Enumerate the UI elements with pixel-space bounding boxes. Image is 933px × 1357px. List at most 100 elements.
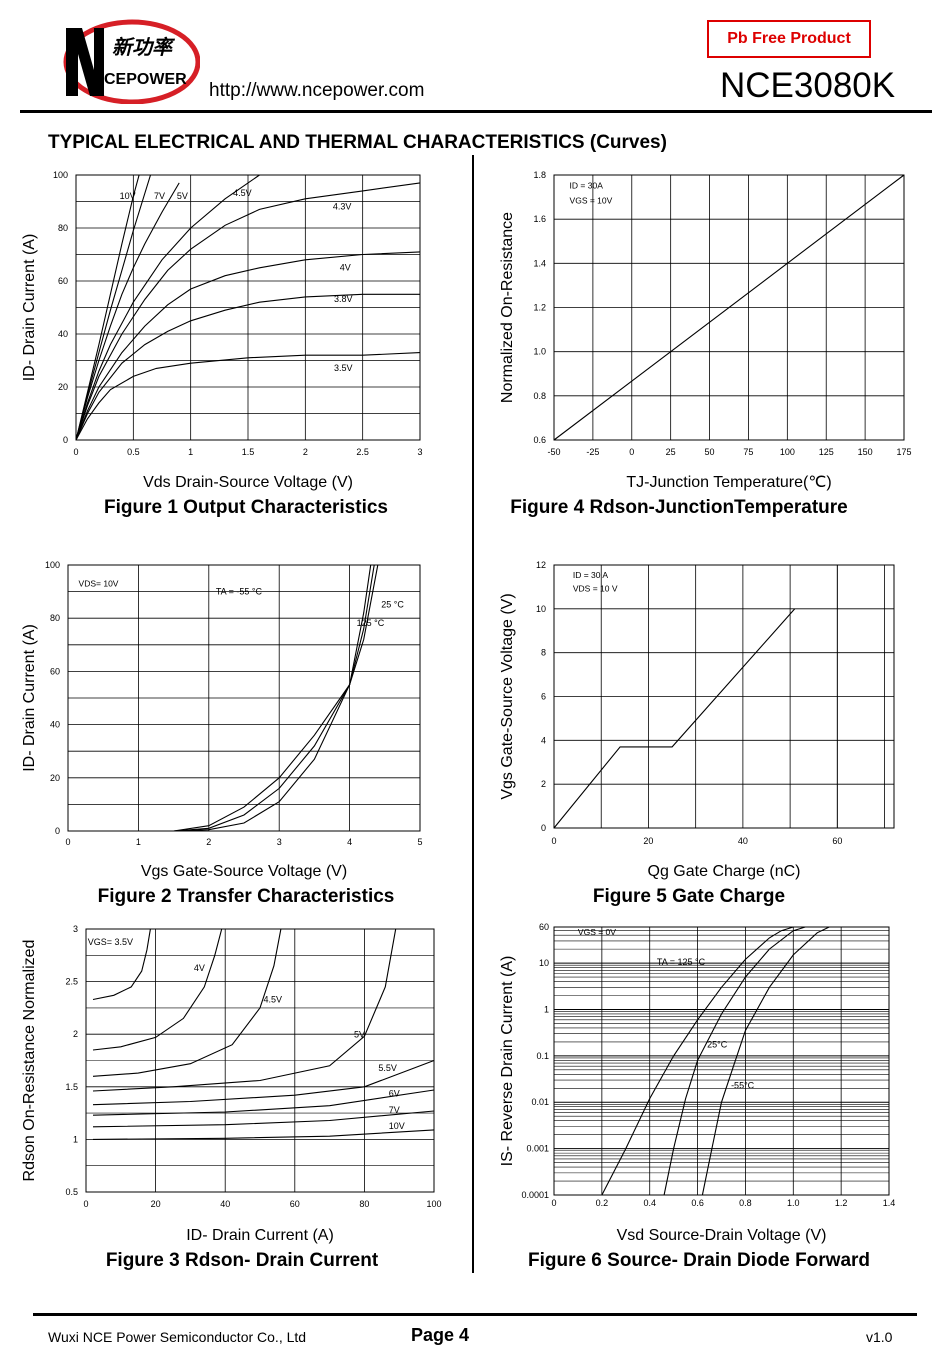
series-line-25-c xyxy=(138,564,375,832)
series-label-6v: 6V xyxy=(389,1088,400,1098)
figure-5-gate-charge: 0 20 40 60 0 2 4 6 8 10 12 ID = 30 A VDS = 10 V Qg Ga… xyxy=(499,560,895,907)
grid xyxy=(85,928,435,1193)
version: v1.0 xyxy=(866,1329,893,1345)
series-label-4v: 4V xyxy=(340,262,351,272)
y-tick-label: 1.5 xyxy=(65,1082,78,1092)
x-tick-label: 3 xyxy=(277,837,282,847)
x-tick-label: 0.6 xyxy=(691,1198,704,1208)
x-tick-label: 5 xyxy=(417,837,422,847)
y-tick-label: 1 xyxy=(73,1134,78,1144)
y-tick-label: 12 xyxy=(536,560,546,570)
x-tick-label: 100 xyxy=(780,447,795,457)
series-label-4-5v: 4.5V xyxy=(233,188,252,198)
figure-6-source-drain-diode-forward: 0 0.2 0.4 0.6 0.8 1.0 1.2 1.4 0.0001 0.001 0.01 0.1… xyxy=(499,922,896,1271)
series-label-ta-125-c: TA = 125 °C xyxy=(657,957,706,967)
y-tick-label: 0.6 xyxy=(533,435,546,445)
x-tick-label: -50 xyxy=(547,447,560,457)
grid xyxy=(553,564,894,829)
y-axis-label: Rdson On-Resistance Normalized xyxy=(21,940,38,1182)
series-label-10v: 10V xyxy=(389,1121,405,1131)
figure-title: Figure 1 Output Characteristics xyxy=(104,497,388,518)
series-label-5v: 5V xyxy=(354,1029,365,1039)
x-tick-label: -25 xyxy=(586,447,599,457)
series-label-3-5v: 3.5V xyxy=(334,363,353,373)
series-label-10v: 10V xyxy=(120,191,136,201)
series-line-6v xyxy=(92,1089,435,1116)
y-tick-label: 10 xyxy=(539,958,549,968)
part-number: NCE3080K xyxy=(720,66,896,105)
x-tick-label: 150 xyxy=(858,447,873,457)
x-tick-label: 20 xyxy=(151,1199,161,1209)
y-tick-label: 0.01 xyxy=(531,1097,549,1107)
series-line-5v xyxy=(75,182,180,441)
x-tick-label: 175 xyxy=(896,447,911,457)
figure-title: Figure 4 Rdson-JunctionTemperature xyxy=(510,497,847,518)
company-name: Wuxi NCE Power Semiconductor Co., Ltd xyxy=(48,1329,307,1345)
y-tick-label: 0 xyxy=(63,435,68,445)
y-tick-label: 1.0 xyxy=(533,347,546,357)
series-line-10v xyxy=(92,1129,435,1140)
series-line-5v xyxy=(92,928,397,1092)
figure-2-transfer-characteristics: 0 1 2 3 4 5 0 20 40 60 80 100 TA = -55 °C 25 °C 125 °C… xyxy=(21,560,423,907)
x-tick-label: 0.2 xyxy=(596,1198,609,1208)
annotation: ID = 30A xyxy=(570,180,604,190)
x-tick-label: 40 xyxy=(220,1199,230,1209)
x-axis-label: TJ-Junction Temperature(℃) xyxy=(626,474,831,491)
y-axis-label: Normalized On-Resistance xyxy=(499,212,516,403)
annotation: VDS = 10 V xyxy=(573,583,618,593)
x-tick-label: 125 xyxy=(819,447,834,457)
plot-frame xyxy=(553,564,895,829)
series-line-series xyxy=(553,608,796,829)
header-divider xyxy=(20,110,932,113)
y-tick-label: 2 xyxy=(541,779,546,789)
series-label-125-c: 125 °C xyxy=(357,618,385,628)
series-label-vgs-3-5v: VGS= 3.5V xyxy=(88,937,133,947)
series-line-ta-125-c xyxy=(601,926,794,1196)
y-axis-label: IS- Reverse Drain Current (A) xyxy=(499,956,516,1167)
y-axis-label: ID- Drain Current (A) xyxy=(21,234,38,382)
y-tick-label: 2 xyxy=(73,1029,78,1039)
y-tick-label: 0 xyxy=(55,826,60,836)
series-line-5-5v xyxy=(92,1059,435,1106)
series-line-4-5v xyxy=(92,928,282,1077)
series-label-5-5v: 5.5V xyxy=(378,1063,397,1073)
series-line-7v xyxy=(75,174,152,441)
series-line-4-3v xyxy=(75,182,421,441)
y-tick-label: 40 xyxy=(50,720,60,730)
series-line-3-5v xyxy=(75,352,421,441)
y-tick-label: 20 xyxy=(50,773,60,783)
x-tick-label: 1.0 xyxy=(787,1198,800,1208)
x-tick-label: 0 xyxy=(73,447,78,457)
x-axis-label: Vgs Gate-Source Voltage (V) xyxy=(141,863,347,880)
series-line-vgs-3-5v xyxy=(92,928,151,1001)
pb-free-badge: Pb Free Product xyxy=(707,20,871,58)
logo-en-text: CEPOWER xyxy=(104,71,187,88)
x-tick-label: 0 xyxy=(83,1199,88,1209)
website-url[interactable]: http://www.ncepower.com xyxy=(209,80,425,101)
annotation: VDS= 10V xyxy=(79,578,119,588)
x-tick-label: 20 xyxy=(643,836,653,846)
y-tick-label: 100 xyxy=(53,170,68,180)
y-tick-label: 0.8 xyxy=(533,391,546,401)
footer-divider xyxy=(33,1313,917,1316)
y-tick-label: 80 xyxy=(58,223,68,233)
x-axis-label: Qg Gate Charge (nC) xyxy=(648,863,801,880)
y-tick-label: 4 xyxy=(541,735,546,745)
figure-title: Figure 3 Rdson- Drain Current xyxy=(106,1250,379,1271)
ncepower-logo: 新功率 CEPOWER xyxy=(63,19,200,104)
y-tick-label: 0 xyxy=(541,823,546,833)
section-title: TYPICAL ELECTRICAL AND THERMAL CHARACTER… xyxy=(48,132,667,153)
grid xyxy=(553,926,890,1196)
x-tick-label: 2 xyxy=(206,837,211,847)
y-tick-label: 60 xyxy=(539,922,549,932)
series-label-4v: 4V xyxy=(194,963,205,973)
series-line-25-c xyxy=(663,926,806,1196)
x-axis-label: Vds Drain-Source Voltage (V) xyxy=(143,474,353,491)
plot-frame xyxy=(553,174,905,441)
series-label-5v: 5V xyxy=(177,191,188,201)
series-label-55-c: -55°C xyxy=(731,1080,755,1090)
x-tick-label: 60 xyxy=(832,836,842,846)
x-tick-label: 0 xyxy=(629,447,634,457)
x-tick-label: 1.4 xyxy=(883,1198,896,1208)
x-tick-label: 60 xyxy=(290,1199,300,1209)
